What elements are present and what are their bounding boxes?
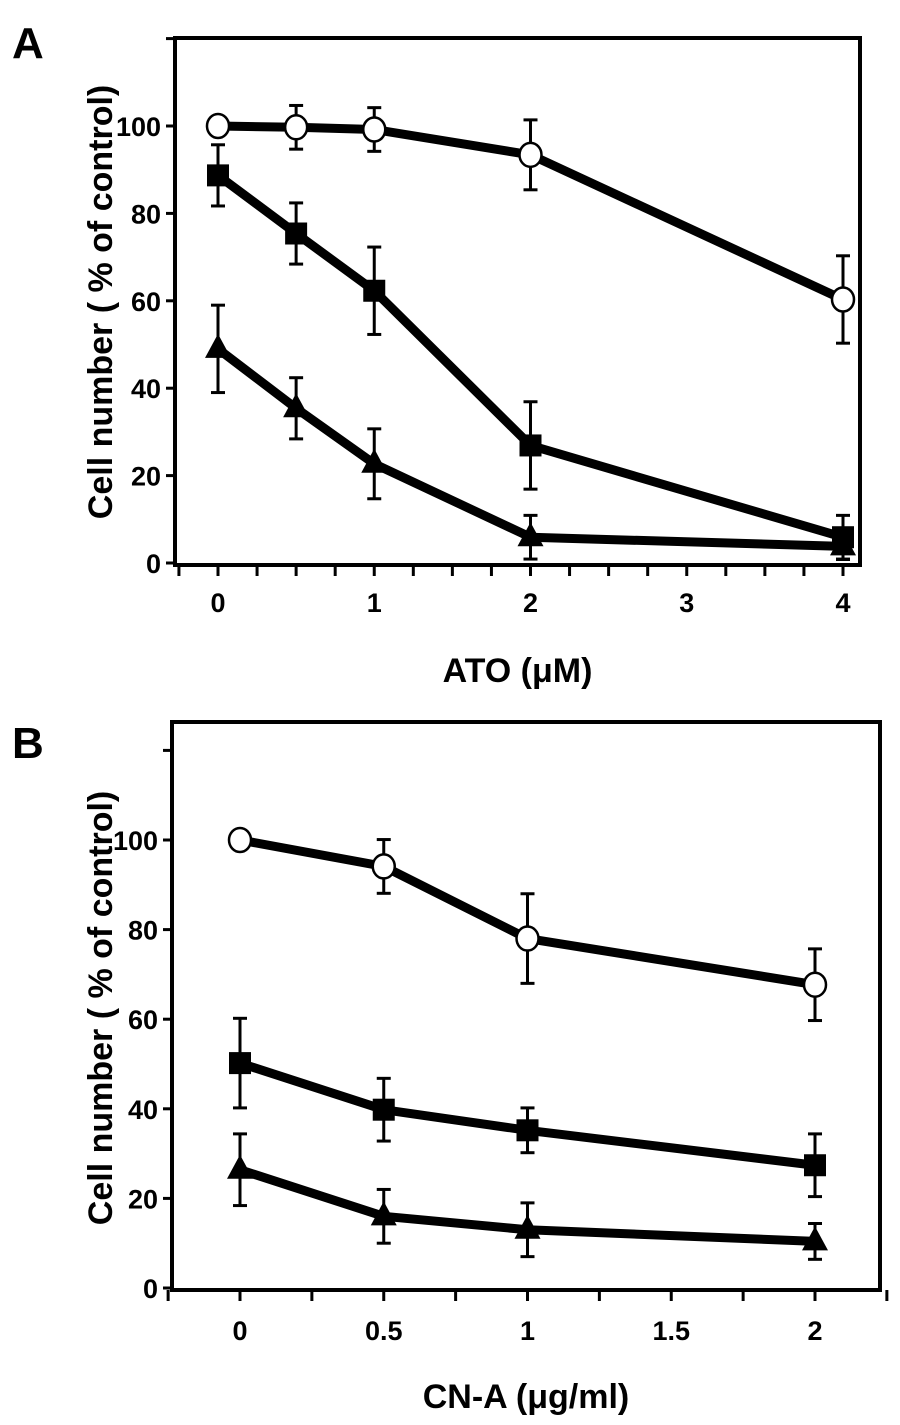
series-open-circle [227, 826, 828, 1023]
data-point-triangle [283, 393, 310, 418]
data-point-circle [371, 853, 396, 880]
series-filled-triangle [227, 1132, 828, 1261]
plot-frame [173, 36, 862, 567]
series-line [239, 835, 816, 990]
x-tick-label: 0 [232, 1316, 247, 1346]
data-point-triangle [227, 1154, 253, 1179]
y-tick-label: 60 [128, 1005, 158, 1035]
y-tick-label: 100 [116, 112, 161, 142]
data-point-circle [283, 114, 309, 141]
y-tick-label: 0 [143, 1274, 158, 1304]
data-point-triangle [370, 1201, 397, 1226]
data-point-circle [830, 286, 856, 313]
data-point-circle [362, 116, 387, 143]
series-line [238, 1058, 816, 1170]
x-tick-label: 1.5 [652, 1316, 690, 1346]
x-tick-label: 1 [367, 588, 382, 618]
data-point-circle [205, 112, 231, 140]
panel-a: A 0 20 40 60 80 100 0 1 2 3 4 ATO (μM) Cell number ( … [12, 19, 862, 690]
x-tick-label: 3 [679, 588, 694, 618]
y-tick-label: 20 [131, 462, 161, 492]
series-filled-square [229, 1016, 826, 1199]
y-axis-title: Cell number ( % of control) [82, 791, 120, 1225]
series-open-circle [205, 103, 856, 345]
y-tick-label: 0 [146, 549, 161, 579]
data-point-square [516, 1119, 539, 1142]
panel-label: A [12, 19, 44, 68]
data-point-square [804, 1154, 826, 1177]
x-tick-label: 0 [210, 588, 225, 618]
data-point-square [285, 222, 308, 245]
x-tick-label: 0.5 [365, 1316, 403, 1346]
data-point-circle [227, 826, 253, 854]
data-point-triangle [830, 531, 856, 556]
x-axis-title: ATO (μM) [443, 652, 593, 690]
y-tick-label: 80 [128, 916, 158, 946]
series-filled-triangle [205, 303, 856, 562]
x-tick-label: 4 [835, 588, 850, 618]
x-tick-label: 1 [520, 1316, 535, 1346]
y-tick-label: 80 [131, 199, 161, 229]
data-point-triangle [517, 522, 544, 547]
data-point-square [519, 434, 542, 457]
panel-label: B [12, 719, 44, 768]
x-tick-label: 2 [807, 1316, 822, 1346]
data-point-square [207, 164, 229, 187]
data-point-triangle [205, 333, 231, 358]
y-tick-label: 20 [128, 1184, 158, 1214]
data-point-triangle [802, 1226, 828, 1251]
data-point-square [363, 279, 386, 302]
y-tick-label: 60 [131, 287, 161, 317]
data-point-square [229, 1052, 251, 1075]
data-point-square [372, 1098, 395, 1121]
data-point-triangle [514, 1214, 541, 1239]
y-tick-label: 40 [131, 374, 161, 404]
y-tick-label: 40 [128, 1095, 158, 1125]
x-tick-label: 2 [523, 588, 538, 618]
data-point-circle [802, 971, 828, 998]
y-tick-label: 100 [113, 826, 158, 856]
series-line [238, 1165, 816, 1246]
data-point-circle [518, 141, 543, 169]
x-axis-title: CN-A (μg/ml) [423, 1378, 630, 1416]
data-point-triangle [361, 448, 388, 473]
data-point-circle [515, 925, 540, 952]
panel-b: B 0 20 40 60 80 100 0 0.5 1 1.5 2 CN-A (μg/ml) Cell n… [12, 719, 889, 1416]
y-axis-title: Cell number ( % of control) [82, 85, 120, 519]
series-filled-square [207, 143, 854, 561]
